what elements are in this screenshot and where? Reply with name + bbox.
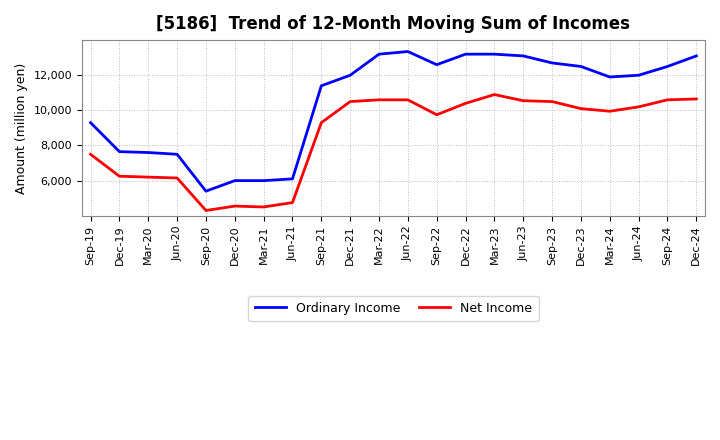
Line: Ordinary Income: Ordinary Income (91, 51, 696, 191)
Legend: Ordinary Income, Net Income: Ordinary Income, Net Income (248, 296, 539, 321)
Ordinary Income (433, 62, 441, 67)
Ordinary Income (663, 64, 672, 69)
Ordinary Income (548, 60, 557, 66)
Net Income (663, 97, 672, 103)
Y-axis label: Amount (million yen): Amount (million yen) (15, 62, 28, 194)
Net Income (433, 112, 441, 117)
Ordinary Income (606, 74, 614, 80)
Ordinary Income (173, 152, 181, 157)
Ordinary Income (288, 176, 297, 182)
Ordinary Income (317, 83, 325, 88)
Net Income (462, 101, 470, 106)
Net Income (606, 109, 614, 114)
Title: [5186]  Trend of 12-Month Moving Sum of Incomes: [5186] Trend of 12-Month Moving Sum of I… (156, 15, 631, 33)
Net Income (115, 174, 124, 179)
Ordinary Income (115, 149, 124, 154)
Net Income (634, 104, 643, 110)
Net Income (577, 106, 585, 111)
Ordinary Income (374, 51, 383, 57)
Net Income (86, 152, 95, 157)
Net Income (346, 99, 354, 104)
Ordinary Income (519, 53, 528, 59)
Net Income (317, 120, 325, 125)
Net Income (144, 175, 153, 180)
Ordinary Income (202, 188, 210, 194)
Net Income (374, 97, 383, 103)
Ordinary Income (346, 73, 354, 78)
Net Income (230, 203, 239, 209)
Net Income (202, 208, 210, 213)
Net Income (403, 97, 412, 103)
Net Income (288, 200, 297, 205)
Ordinary Income (462, 51, 470, 57)
Ordinary Income (692, 53, 701, 59)
Net Income (490, 92, 499, 97)
Ordinary Income (403, 49, 412, 54)
Line: Net Income: Net Income (91, 95, 696, 210)
Net Income (548, 99, 557, 104)
Net Income (259, 204, 268, 209)
Ordinary Income (86, 120, 95, 125)
Net Income (692, 96, 701, 102)
Ordinary Income (259, 178, 268, 183)
Ordinary Income (144, 150, 153, 155)
Ordinary Income (634, 73, 643, 78)
Ordinary Income (490, 51, 499, 57)
Ordinary Income (577, 64, 585, 69)
Net Income (173, 176, 181, 181)
Net Income (519, 98, 528, 103)
Ordinary Income (230, 178, 239, 183)
